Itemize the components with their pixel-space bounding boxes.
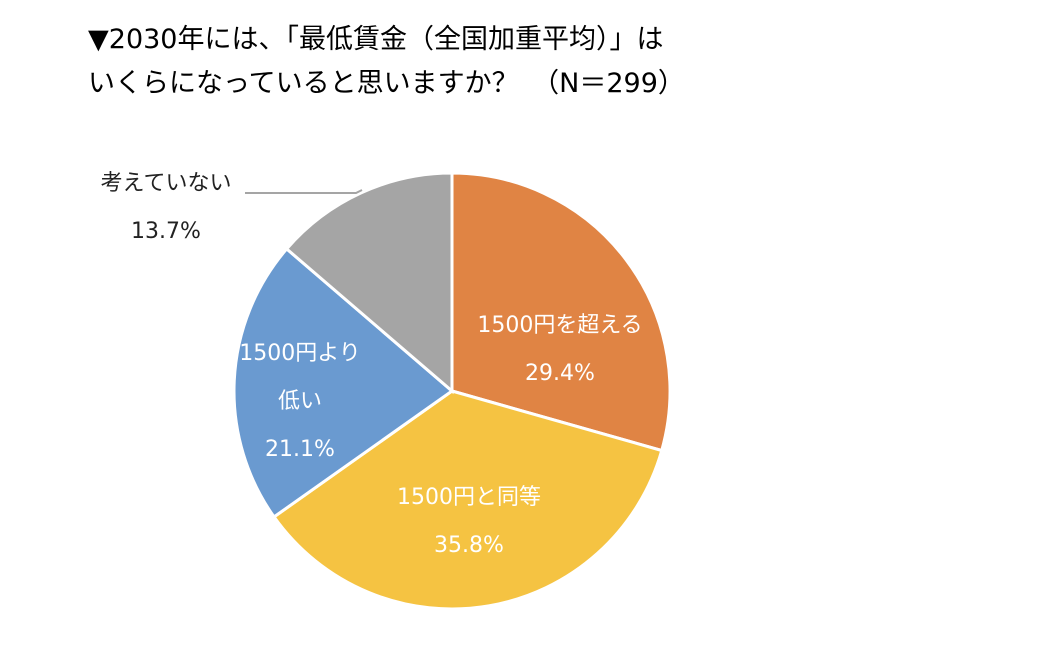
title-line-2: いくらになっていると思いますか？ （N＝299） [88, 68, 685, 99]
slice-pct-text: 35.8% [434, 533, 504, 558]
slice-label-not-considered: 考えていない 13.7% [101, 160, 232, 256]
slice-label-text: 考えていない [100, 171, 232, 196]
slice-label-over-1500: 1500円を超える 29.4% [477, 302, 642, 398]
pie-slice-0 [450, 171, 672, 453]
pie-slice-3 [284, 171, 454, 395]
slice-label-text: 1500円を超える [477, 313, 643, 338]
title-line-1: ▼2030年には、「最低賃金（全国加重平均）」は [88, 24, 664, 55]
pie-slice-1 [271, 389, 664, 611]
slice-pct-text: 29.4% [525, 361, 595, 386]
chart-title: ▼2030年には、「最低賃金（全国加重平均）」は いくらになっていると思いますか… [88, 18, 685, 106]
slice-label-text: 1500円より低い [239, 341, 361, 414]
slice-pct-text: 13.7% [131, 219, 201, 244]
slice-pct-text: 21.1% [265, 437, 335, 462]
leader-line [245, 189, 363, 194]
pie-slice-2 [232, 246, 455, 520]
slice-label-text: 1500円と同等 [397, 485, 541, 510]
slice-label-equal-1500: 1500円と同等 35.8% [397, 474, 541, 570]
slice-label-below-1500: 1500円より低い 21.1% [236, 330, 364, 474]
